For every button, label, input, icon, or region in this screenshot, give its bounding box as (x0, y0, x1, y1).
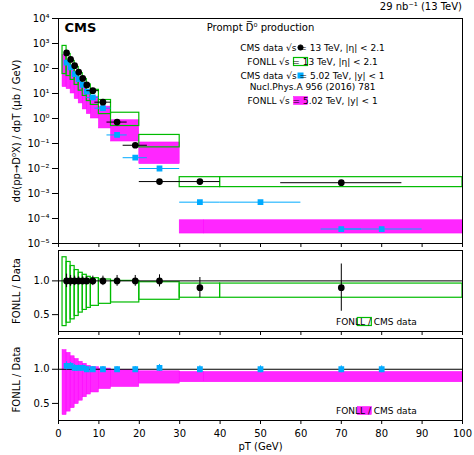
svg-text:FONLL √s = 13 TeV, |η| < 2.1: FONLL √s = 13 TeV, |η| < 2.1 (247, 57, 378, 67)
svg-text:90: 90 (416, 428, 429, 439)
svg-text:CMS: CMS (65, 20, 97, 35)
svg-text:10⁻⁵: 10⁻⁵ (27, 238, 49, 248)
svg-text:50: 50 (254, 428, 267, 439)
svg-text:1.0: 1.0 (34, 363, 50, 374)
svg-text:Prompt D̅⁰ production: Prompt D̅⁰ production (207, 21, 315, 33)
svg-text:70: 70 (335, 428, 348, 439)
svg-text:CMS data √s = 5.02 TeV, |y| <: CMS data √s = 5.02 TeV, |y| < 1 (240, 71, 384, 81)
svg-text:Nucl.Phys.A 956 (2016) 781: Nucl.Phys.A 956 (2016) 781 (250, 82, 376, 92)
svg-text:0: 0 (55, 428, 61, 439)
svg-text:0.5: 0.5 (34, 309, 50, 320)
svg-text:FONLL / Data: FONLL / Data (11, 347, 22, 413)
svg-text:30: 30 (173, 428, 186, 439)
svg-text:10⁻¹: 10⁻¹ (27, 138, 49, 149)
svg-text:40: 40 (214, 428, 227, 439)
svg-text:80: 80 (375, 428, 388, 439)
svg-text:FONLL / CMS data: FONLL / CMS data (336, 406, 417, 416)
svg-text:10⁴: 10⁴ (33, 14, 50, 24)
svg-text:100: 100 (453, 428, 472, 439)
svg-text:FONLL √s = 5.02 TeV, |y| < 1: FONLL √s = 5.02 TeV, |y| < 1 (247, 96, 377, 106)
svg-text:10¹: 10¹ (33, 88, 50, 99)
svg-text:10³: 10³ (33, 38, 50, 49)
svg-text:10⁻³: 10⁻³ (27, 188, 49, 199)
svg-text:FONLL / CMS data: FONLL / CMS data (336, 317, 417, 327)
svg-text:FONLL / Data: FONLL / Data (11, 258, 22, 324)
svg-text:10⁻⁴: 10⁻⁴ (27, 213, 49, 224)
svg-text:CMS data √s = 13 TeV, |η| < 2.: CMS data √s = 13 TeV, |η| < 2.1 (240, 43, 384, 53)
svg-text:20: 20 (133, 428, 146, 439)
svg-text:10⁰: 10⁰ (33, 113, 50, 124)
svg-text:1.0: 1.0 (34, 275, 50, 286)
svg-text:10²: 10² (33, 63, 50, 74)
svg-text:10⁻²: 10⁻² (27, 163, 49, 174)
svg-text:dσ(pp→D⁰X) / dpT (μb / GeV): dσ(pp→D⁰X) / dpT (μb / GeV) (11, 59, 22, 202)
svg-text:0.5: 0.5 (34, 398, 50, 409)
html-text:29 nb⁻¹ (13 TeV): 29 nb⁻¹ (13 TeV) (379, 1, 462, 12)
svg-text:10: 10 (93, 428, 106, 439)
svg-text:pT (GeV): pT (GeV) (238, 441, 282, 452)
svg-text:60: 60 (295, 428, 308, 439)
